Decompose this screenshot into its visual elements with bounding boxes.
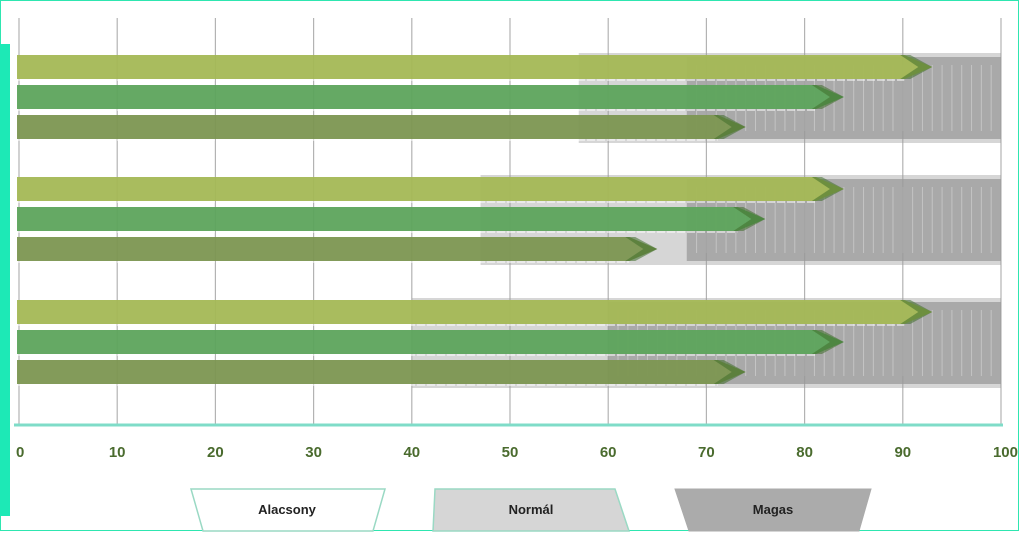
bar-group2-c	[17, 237, 658, 261]
legend-item-normal: Normál	[431, 487, 631, 533]
x-tick-label-30: 30	[305, 444, 322, 461]
bar-group1-a	[17, 55, 933, 79]
x-tick-label-20: 20	[207, 444, 224, 461]
bar-group1-b	[17, 85, 844, 109]
x-tick-label-70: 70	[698, 444, 715, 461]
bar-group2-b	[17, 207, 766, 231]
bar-group3-b	[17, 330, 844, 354]
x-tick-label-90: 90	[894, 444, 911, 461]
x-tick-label-100: 100	[993, 444, 1018, 461]
legend-swatch-high	[674, 488, 872, 532]
bar-tip-group3-c	[713, 360, 746, 384]
legend-label-high: Magas	[752, 502, 794, 517]
x-tick-label-80: 80	[796, 444, 813, 461]
bar-tip-group1-a	[900, 55, 933, 79]
x-tick-label-10: 10	[109, 444, 126, 461]
legend-item-high: Magas	[673, 487, 873, 533]
legend-swatch-low	[190, 488, 386, 532]
bar-group2-a	[17, 177, 844, 201]
bar-group3-c	[17, 360, 746, 384]
bar-tip-group1-c	[713, 115, 746, 139]
legend-swatch-normal	[432, 488, 631, 532]
x-tick-label-40: 40	[403, 444, 420, 461]
bar-group1-c	[17, 115, 746, 139]
bar-group3-a	[17, 300, 933, 324]
legend-label-normal: Normál	[508, 502, 554, 517]
legend-item-low: Alacsony	[187, 487, 387, 533]
bar-tip-group3-b	[811, 330, 844, 354]
bar-tip-group2-b	[733, 207, 766, 231]
bar-tip-group2-a	[811, 177, 844, 201]
bar-tip-group3-a	[900, 300, 933, 324]
bar-tip-group2-c	[625, 237, 658, 261]
left-accent-bar	[0, 44, 10, 516]
x-tick-label-60: 60	[600, 444, 617, 461]
legend-label-low: Alacsony	[258, 502, 316, 517]
x-tick-label-50: 50	[502, 444, 519, 461]
bar-tip-group1-b	[811, 85, 844, 109]
x-tick-label-0: 0	[16, 444, 24, 461]
